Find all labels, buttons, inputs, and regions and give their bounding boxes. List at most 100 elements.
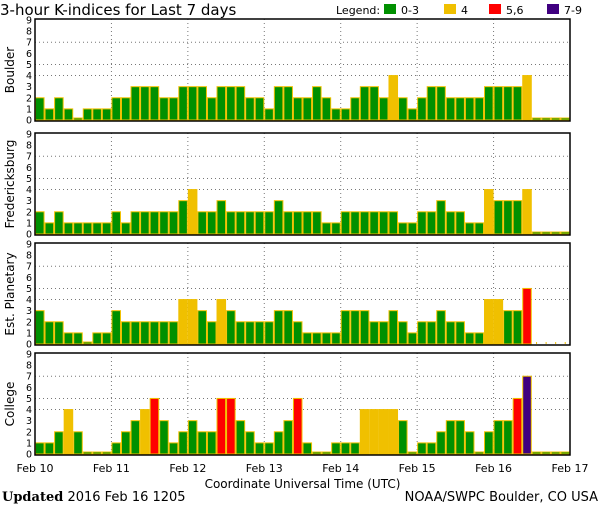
bar-college-53: [541, 451, 551, 455]
bar-college-45: [464, 431, 475, 455]
bar-est-planetary-47: [484, 299, 494, 345]
bar-est-planetary-43: [445, 321, 456, 345]
bar-college-8: [111, 442, 121, 455]
bar-fredericksburg-29: [312, 211, 322, 235]
y-tick-label: 1: [26, 218, 32, 229]
bar-est-planetary-17: [197, 310, 207, 345]
y-tick-label: 3: [26, 196, 32, 207]
bar-fredericksburg-17: [197, 211, 207, 235]
bar-boulder-47: [484, 86, 494, 121]
y-tick-label: 0: [26, 116, 32, 127]
bar-est-planetary-45: [464, 332, 475, 345]
bar-boulder-1: [44, 108, 55, 121]
bar-fredericksburg-26: [283, 211, 293, 235]
x-tick-label: Feb 12: [169, 462, 206, 475]
bar-college-21: [235, 420, 246, 455]
bar-est-planetary-26: [283, 310, 293, 345]
bar-est-planetary-49: [503, 310, 513, 345]
bar-fredericksburg-13: [159, 211, 169, 235]
bar-college-48: [493, 420, 504, 455]
bar-boulder-53: [541, 117, 551, 121]
bar-boulder-13: [159, 97, 169, 121]
bar-boulder-23: [254, 97, 265, 121]
bar-boulder-18: [206, 97, 217, 121]
bar-est-planetary-33: [350, 310, 360, 345]
bar-est-planetary-23: [254, 321, 265, 345]
bar-boulder-29: [312, 86, 322, 121]
bar-college-20: [226, 397, 236, 455]
bar-fredericksburg-44: [455, 211, 465, 235]
bar-est-planetary-36: [378, 321, 389, 345]
bar-college-24: [264, 442, 274, 455]
y-tick-label: 7: [26, 372, 32, 383]
bar-boulder-42: [436, 86, 446, 121]
bar-est-planetary-9: [120, 321, 131, 345]
legend-swatch-3: [547, 4, 559, 14]
bar-boulder-12: [149, 86, 160, 121]
bar-est-planetary-24: [264, 321, 274, 345]
bar-fredericksburg-47: [484, 189, 494, 235]
bar-est-planetary-50: [512, 310, 523, 345]
bar-boulder-10: [130, 86, 141, 121]
bar-college-47: [484, 431, 494, 455]
y-tick-label: 5: [26, 394, 32, 405]
bar-college-0: [35, 442, 45, 455]
bar-fredericksburg-41: [426, 211, 437, 235]
bar-fredericksburg-24: [264, 211, 274, 235]
bar-boulder-17: [197, 86, 207, 121]
bar-fredericksburg-0: [35, 211, 45, 235]
bar-est-planetary-6: [92, 332, 102, 345]
bar-boulder-24: [264, 108, 274, 121]
y-tick-label: 4: [26, 405, 32, 416]
bar-boulder-28: [302, 97, 313, 121]
bar-est-planetary-5: [82, 341, 93, 345]
bar-fredericksburg-30: [321, 222, 332, 235]
bar-boulder-50: [512, 86, 523, 121]
bar-est-planetary-34: [359, 310, 370, 345]
bar-est-planetary-21: [235, 321, 246, 345]
bar-est-planetary-30: [321, 332, 332, 345]
tick-mark-missing: [536, 342, 538, 344]
bar-college-38: [398, 420, 408, 455]
bar-fredericksburg-46: [474, 222, 485, 235]
bar-est-planetary-37: [388, 310, 399, 345]
bar-college-34: [359, 409, 370, 455]
bar-boulder-45: [464, 97, 475, 121]
bar-fredericksburg-33: [350, 211, 360, 235]
bar-college-26: [283, 420, 293, 455]
bar-boulder-51: [522, 75, 532, 121]
bar-est-planetary-11: [140, 321, 150, 345]
bar-college-51: [522, 375, 532, 455]
bar-college-36: [378, 409, 389, 455]
bar-est-planetary-29: [312, 332, 322, 345]
bar-college-14: [168, 442, 179, 455]
bar-boulder-4: [73, 117, 83, 121]
bar-boulder-36: [378, 97, 389, 121]
y-tick-label: 8: [26, 361, 32, 372]
bar-fredericksburg-25: [273, 200, 284, 235]
bar-college-33: [350, 442, 360, 455]
bar-boulder-37: [388, 75, 399, 121]
updated-timestamp: Updated 2016 Feb 16 1205: [2, 490, 186, 505]
bar-fredericksburg-45: [464, 222, 475, 235]
legend-swatch-0: [384, 4, 396, 14]
bar-college-10: [130, 420, 141, 455]
bar-est-planetary-14: [168, 321, 179, 345]
y-tick-label: 4: [26, 295, 32, 306]
y-tick-label: 7: [26, 262, 32, 273]
bar-boulder-26: [283, 86, 293, 121]
bar-fredericksburg-52: [531, 231, 542, 235]
bar-college-52: [531, 451, 542, 455]
bar-fredericksburg-28: [302, 211, 313, 235]
bar-college-15: [178, 431, 188, 455]
bar-est-planetary-18: [206, 321, 217, 345]
x-tick-label: Feb 13: [246, 462, 283, 475]
bar-est-planetary-31: [331, 332, 341, 345]
bar-college-7: [101, 451, 112, 455]
bar-fredericksburg-54: [550, 231, 561, 235]
bar-fredericksburg-3: [63, 222, 74, 235]
y-tick-label: 2: [26, 93, 32, 104]
y-tick-label: 0: [26, 340, 32, 351]
bar-fredericksburg-55: [560, 231, 570, 235]
